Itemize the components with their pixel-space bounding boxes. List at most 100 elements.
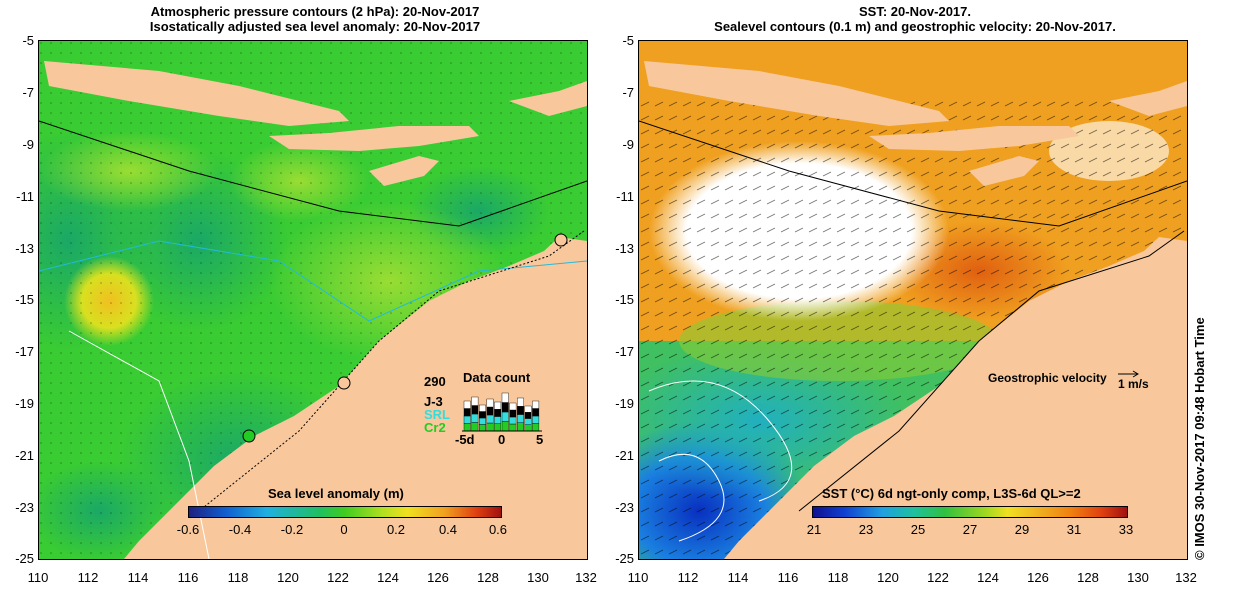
java-land — [644, 61, 949, 126]
lat-tick: -5 — [622, 33, 634, 48]
data-count-bar-segment — [509, 423, 517, 432]
data-count-bar-segment — [494, 416, 502, 424]
data-count-bar-segment — [463, 423, 471, 432]
cbar-tick: 0 — [340, 522, 348, 537]
lon-tick: 128 — [1077, 570, 1099, 585]
lon-tick: 114 — [127, 570, 149, 585]
cbar-tick: 31 — [1066, 522, 1082, 537]
lon-tick: 132 — [575, 570, 597, 585]
cbar-tick: 0.6 — [488, 522, 508, 537]
right-colorbar-label: SST (°C) 6d ngt-only comp, L3S-6d QL>=2 — [822, 486, 1081, 501]
lat-tick: -9 — [22, 137, 34, 152]
mission-j3: J-3 — [424, 394, 443, 409]
lat-tick: -11 — [616, 189, 634, 204]
lon-tick: 124 — [977, 570, 999, 585]
data-count-bar-segment — [479, 417, 486, 425]
left-title-line2: Isostatically adjusted sea level anomaly… — [149, 19, 481, 34]
right-map-title: SST: 20-Nov-2017. Sealevel contours (0.1… — [640, 4, 1190, 34]
dc-tick-5: 5 — [536, 432, 544, 447]
left-colorbar-label: Sea level anomaly (m) — [268, 486, 404, 501]
lon-tick: 110 — [627, 570, 649, 585]
data-count-bar-segment — [494, 401, 502, 410]
mission-srl: SRL — [424, 407, 450, 422]
lon-tick: 118 — [227, 570, 249, 585]
cbar-tick: 0.4 — [438, 522, 458, 537]
cbar-tick: 25 — [910, 522, 926, 537]
data-count-bar-segment — [501, 411, 509, 422]
lon-tick: 124 — [377, 570, 399, 585]
lon-tick: 130 — [527, 570, 549, 585]
right-map[interactable] — [638, 40, 1188, 560]
lat-tick: -21 — [615, 448, 634, 463]
lat-tick: -19 — [615, 396, 634, 411]
data-count-bar-segment — [501, 402, 509, 413]
data-count-bar-segment — [532, 408, 540, 417]
left-map-title: Atmospheric pressure contours (2 hPa): 2… — [40, 4, 590, 34]
data-count-title: Data count — [463, 370, 531, 385]
lat-tick: -13 — [615, 241, 634, 256]
lat-tick: -7 — [22, 85, 34, 100]
left-title-line1: Atmospheric pressure contours (2 hPa): 2… — [150, 4, 480, 19]
data-count-bar-segment — [471, 413, 479, 423]
lat-tick: -25 — [615, 551, 634, 566]
data-count-bar-segment — [509, 416, 517, 425]
lat-tick: -9 — [622, 137, 634, 152]
lon-tick: 120 — [877, 570, 899, 585]
lon-tick: 110 — [27, 570, 49, 585]
velocity-scale: 1 m/s — [1118, 377, 1149, 391]
data-count-bar-segment — [479, 424, 486, 432]
timor-land — [969, 156, 1039, 186]
lon-tick: 126 — [1027, 570, 1049, 585]
data-count-bar-segment — [479, 411, 486, 419]
left-colorbar — [188, 506, 502, 518]
velocity-arrow-icon — [1118, 370, 1139, 378]
left-map-canvas — [39, 41, 587, 559]
left-map[interactable] — [38, 40, 588, 560]
data-count-bar-segment — [494, 409, 502, 417]
lon-tick: 112 — [77, 570, 99, 585]
data-count-max: 290 — [424, 374, 446, 389]
data-count-bar-segment — [517, 414, 524, 423]
data-count-bar-segment — [501, 421, 509, 432]
lon-tick: 130 — [1127, 570, 1149, 585]
right-title-line1: SST: 20-Nov-2017. — [859, 4, 971, 19]
lat-tick: -7 — [622, 85, 634, 100]
lat-tick: -15 — [615, 292, 634, 307]
data-count-bar-segment — [517, 406, 524, 415]
data-count-bar-segment — [524, 418, 532, 425]
lat-tick: -25 — [15, 551, 34, 566]
lon-tick: 114 — [727, 570, 749, 585]
data-count-bar-segment — [509, 409, 517, 418]
java-land — [44, 61, 349, 126]
lat-tick: -17 — [615, 344, 634, 359]
lon-tick: 126 — [427, 570, 449, 585]
cbar-tick: 29 — [1014, 522, 1030, 537]
cbar-tick: -0.2 — [280, 522, 304, 537]
lat-tick: -13 — [15, 241, 34, 256]
data-count-bar-segment — [463, 415, 471, 424]
geostrophic-velocity-label: Geostrophic velocity — [988, 371, 1107, 385]
cbar-tick: 27 — [962, 522, 978, 537]
lon-tick: 132 — [1175, 570, 1197, 585]
data-count-bar-segment — [486, 422, 494, 432]
data-count-bar-segment — [524, 405, 532, 413]
data-count-bar-segment — [517, 422, 524, 432]
data-count-bar-segment — [463, 400, 471, 409]
data-count-bar-segment — [486, 398, 494, 408]
data-count-bars — [462, 386, 542, 432]
lesser-sunda-land — [269, 126, 479, 151]
data-count-bar-segment — [471, 405, 479, 415]
data-count-bar-segment — [463, 408, 471, 417]
lat-tick: -17 — [15, 344, 34, 359]
right-colorbar — [812, 506, 1128, 518]
cbar-tick: -0.4 — [228, 522, 252, 537]
data-count-bar-segment — [501, 392, 509, 403]
mission-cr2: Cr2 — [424, 420, 446, 435]
lon-tick: 120 — [277, 570, 299, 585]
lat-tick: -21 — [15, 448, 34, 463]
dc-tick-minus5: -5d — [455, 432, 475, 447]
lon-tick: 122 — [327, 570, 349, 585]
lat-tick: -23 — [615, 500, 634, 515]
cbar-tick: 21 — [806, 522, 822, 537]
data-count-bar-segment — [486, 414, 494, 424]
